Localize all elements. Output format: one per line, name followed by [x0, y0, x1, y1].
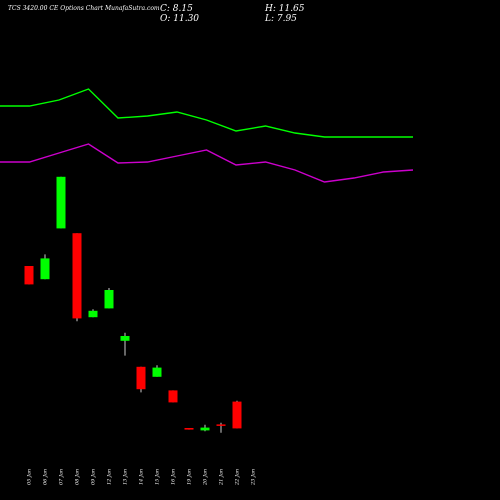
x-tick-label: 21 Jan [219, 469, 225, 486]
low-value: L: 7.95 [265, 14, 297, 24]
x-axis-ticks: 05 Jan 06 Jan 07 Jan 08 Jan 09 Jan 12 Jan 13 J… [27, 469, 257, 486]
candle-body [72, 233, 82, 319]
candle-body [232, 401, 242, 429]
candle-body [152, 367, 162, 377]
candle-05-jan [24, 266, 34, 285]
high-value: H: 11.65 [265, 4, 305, 14]
x-tick-label: 08 Jan [75, 469, 81, 485]
candle-body [168, 390, 178, 403]
candle-16-jan [168, 390, 178, 403]
candle-22-jan [232, 400, 242, 429]
candle-body [216, 424, 226, 426]
x-tick-label: 14 Jan [139, 469, 145, 485]
candle-body [120, 336, 130, 341]
candle-body [184, 428, 194, 430]
candle-08-jan [72, 233, 82, 322]
x-tick-label: 15 Jan [155, 469, 161, 485]
candle-09-jan [88, 309, 98, 318]
x-tick-label: 22 Jan [235, 469, 241, 486]
series-line-2 [0, 143, 414, 183]
open-value: O: 11.30 [160, 14, 200, 24]
candle-15-jan [152, 365, 162, 377]
x-tick-label: 05 Jan [27, 469, 33, 485]
x-tick-label: 13 Jan [123, 469, 129, 485]
overlay-lines [0, 88, 414, 183]
close-value: C: 8.15 [160, 4, 193, 14]
x-tick-label: 06 Jan [43, 469, 49, 485]
candle-19-jan [184, 428, 194, 430]
candle-body [88, 310, 98, 318]
candle-13-jan [120, 332, 130, 356]
candle-07-jan [56, 176, 66, 229]
candles [24, 176, 242, 433]
x-tick-label: 16 Jan [171, 469, 177, 485]
candle-20-jan [200, 424, 210, 432]
x-tick-label: 12 Jan [107, 469, 113, 485]
candle-14-jan [136, 366, 146, 393]
x-tick-label: 07 Jan [59, 469, 65, 485]
candle-body [104, 290, 114, 309]
candle-body [136, 366, 146, 390]
candle-21-jan [216, 422, 226, 433]
candle-body [200, 427, 210, 431]
x-tick-label: 09 Jan [91, 469, 97, 485]
candle-body [24, 266, 34, 285]
candle-body [56, 176, 66, 229]
x-tick-label: 20 Jan [203, 469, 209, 486]
series-line-1 [0, 88, 413, 138]
x-tick-label: 19 Jan [187, 469, 193, 485]
candle-06-jan [40, 254, 50, 280]
x-tick-label: 23 Jan [251, 469, 257, 486]
chart-title: TCS 3420.00 CE Options Chart MunafaSutra… [8, 5, 160, 12]
candle-body [40, 258, 50, 280]
candle-12-jan [104, 288, 114, 309]
